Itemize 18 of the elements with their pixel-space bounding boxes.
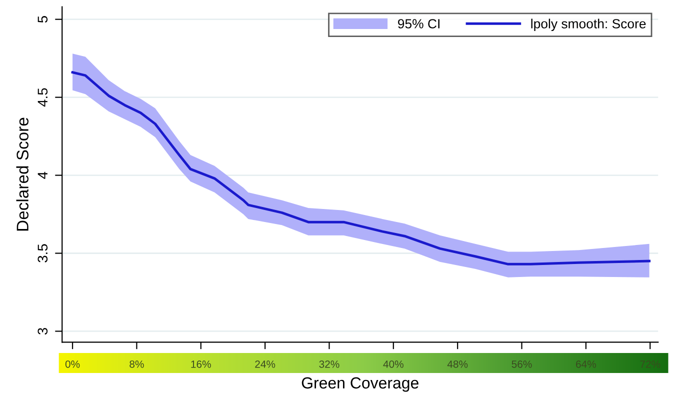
x-tick-label: 24% <box>255 360 276 368</box>
y-tick-label: 4 <box>38 172 48 179</box>
legend-label: 95% CI <box>398 19 440 28</box>
y-tick-label: 4.5 <box>38 88 48 107</box>
x-tick-label: 48% <box>447 360 468 368</box>
y-tick-label: 3 <box>38 328 48 335</box>
y-tick-label: 5 <box>38 16 48 23</box>
x-tick-label: 40% <box>383 360 404 368</box>
y-axis-title: Declared Score <box>16 118 28 231</box>
x-tick-label: 56% <box>512 360 532 368</box>
x-tick-label: 0% <box>65 360 80 368</box>
x-tick-label: 8% <box>130 360 144 368</box>
y-tick-label: 3.5 <box>38 244 48 262</box>
legend-label: lpoly smooth: Score <box>531 18 646 32</box>
x-tick-label: 32% <box>319 360 340 368</box>
x-tick-label: 16% <box>191 360 211 368</box>
x-axis-title: Green Coverage <box>302 377 418 392</box>
x-tick-label: 64% <box>576 360 596 368</box>
